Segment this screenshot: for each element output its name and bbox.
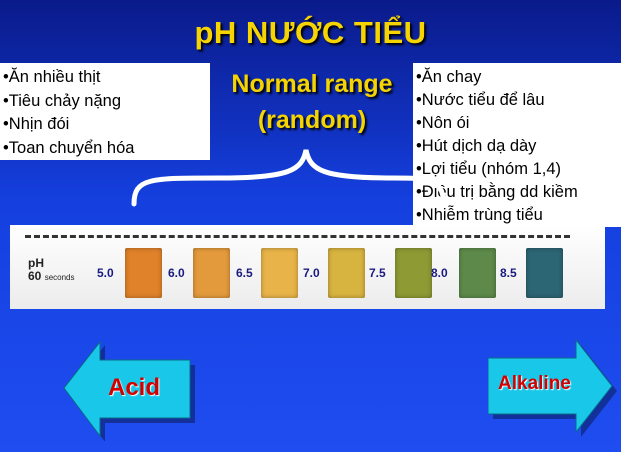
list-item: •Nhịn đói: [3, 115, 70, 133]
ph-value-label: 7.0: [303, 266, 320, 280]
ph-value-label: 6.0: [168, 266, 185, 280]
ph-strip-label: pH 60 seconds: [28, 257, 75, 284]
color-pad: [125, 248, 162, 298]
list-item: •Nhiễm trùng tiểu: [416, 206, 543, 224]
list-item: •Toan chuyển hóa: [3, 138, 135, 157]
list-item: •Lợi tiểu (nhóm 1,4): [416, 160, 561, 178]
normal-range-line1: Normal range: [231, 70, 393, 98]
time-label: 60: [28, 269, 42, 283]
color-pad: [328, 248, 365, 298]
ph-color-chart: pH 60 seconds 5.0 6.0 6.5 7.0 7.5 8.0 8.…: [10, 225, 605, 309]
alkaline-arrow-icon: [488, 338, 617, 437]
normal-range-line2: (random): [257, 106, 367, 134]
list-item: •Ăn nhiều thịt: [3, 68, 101, 86]
color-pad: [261, 248, 298, 298]
acid-arrow-icon: [63, 340, 195, 441]
ph-value-label: 7.5: [369, 266, 386, 280]
list-item: •Ăn chay: [416, 68, 482, 86]
alkaline-causes-list: •Ăn chay •Nước tiểu để lâu •Nôn ói •Hút …: [413, 63, 621, 227]
normal-range-label: Normal range (random): [212, 66, 412, 138]
ph-label-text: pH: [28, 256, 44, 270]
list-item: •Hút dịch dạ dày: [416, 137, 537, 155]
color-pad: [193, 248, 230, 298]
list-item: •Nước tiểu để lâu: [416, 91, 545, 109]
ph-value-label: 8.0: [431, 266, 448, 280]
color-pad: [395, 248, 432, 298]
acidic-causes-box: •Ăn nhiều thịt •Tiêu chảy nặng •Nhịn đói…: [0, 63, 210, 160]
strip-dashed-line: [25, 235, 570, 238]
color-pad: [526, 248, 563, 298]
unit-label: seconds: [44, 273, 75, 282]
brace-icon: [131, 149, 447, 207]
acid-label: Acid: [108, 374, 161, 401]
list-item: •Tiêu chảy nặng: [3, 91, 121, 110]
alkaline-label: Alkaline: [498, 373, 571, 394]
list-item: •Nôn ói: [416, 114, 470, 132]
alkaline-causes-box: •Ăn chay •Nước tiểu để lâu •Nôn ói •Hút …: [413, 63, 621, 227]
acidic-causes-list: •Ăn nhiều thịt •Tiêu chảy nặng •Nhịn đói…: [0, 63, 210, 160]
list-item: •Điều trị bằng dd kiềm: [416, 183, 578, 201]
ph-value-label: 8.5: [500, 266, 517, 280]
ph-value-label: 6.5: [236, 266, 253, 280]
color-pad: [459, 248, 496, 298]
ph-value-label: 5.0: [97, 266, 114, 280]
slide-title: pH NƯỚC TIỂU: [194, 15, 427, 50]
